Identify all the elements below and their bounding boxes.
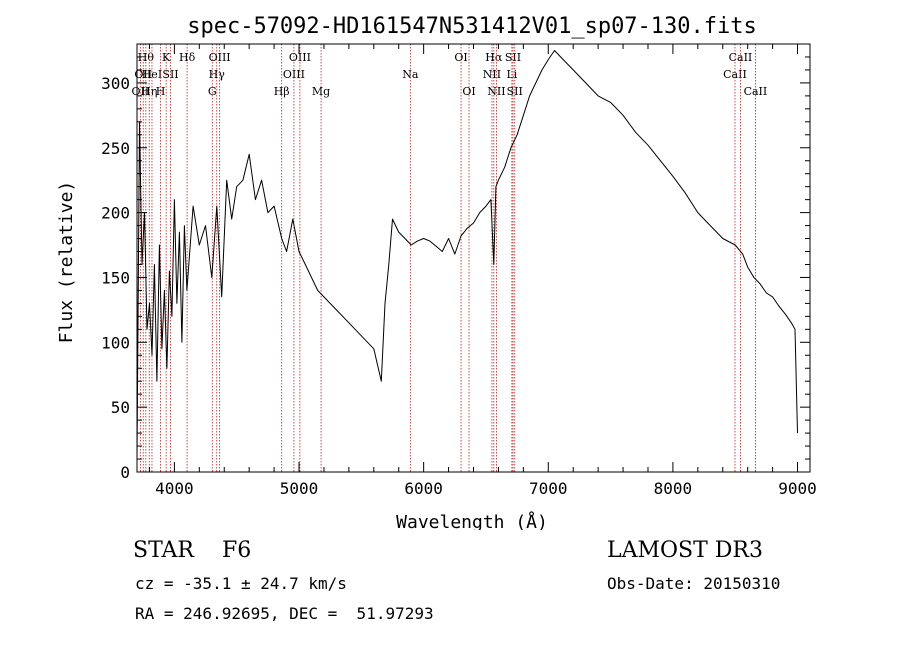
- x-axis-label: Wavelength (Å): [396, 511, 548, 530]
- line-marker-layer: OIIOIIHθHηHeIHKSIIHδGHγOIIIHβOIIIOIIIMgN…: [132, 44, 768, 472]
- object-class: STAR F6: [133, 538, 252, 563]
- line-marker-label: CaII: [744, 85, 768, 98]
- line-marker-label: OIII: [209, 51, 231, 64]
- y-tick-label: 0: [120, 463, 130, 482]
- line-marker-label: Hδ: [179, 51, 196, 64]
- line-marker-label: Hη: [141, 85, 157, 98]
- plot-frame: [136, 43, 811, 473]
- redshift-velocity: cz = -35.1 ± 24.7 km/s: [135, 574, 347, 593]
- line-marker-label: OII: [134, 68, 152, 81]
- x-tick-label: 9000: [778, 479, 817, 498]
- axes: 4000 5000 6000 7000 8000 9000 0 50 100 150 200 250 3…: [101, 44, 817, 498]
- x-tick-label: 8000: [654, 479, 693, 498]
- line-marker-label: Na: [402, 68, 419, 81]
- series-line-spectrum: [136, 50, 798, 460]
- x-tick-label: 4000: [155, 479, 194, 498]
- series-layer: [136, 50, 798, 460]
- line-marker-label: OIII: [283, 68, 305, 81]
- y-tick-label: 200: [101, 204, 130, 223]
- line-marker-label: G: [208, 85, 217, 98]
- line-marker-label: SII: [505, 51, 521, 64]
- line-marker-label: OII: [132, 85, 150, 98]
- line-marker-label: NII: [483, 68, 501, 81]
- line-marker-label: OI: [454, 51, 467, 64]
- x-tick-label: 6000: [404, 479, 443, 498]
- line-marker-label: K: [162, 51, 171, 64]
- y-tick-label: 150: [101, 268, 130, 287]
- chart-title: spec-57092-HD161547N531412V01_sp07-130.f…: [187, 14, 757, 39]
- line-marker-label: CaII: [729, 51, 753, 64]
- line-marker-label: Hγ: [209, 68, 226, 81]
- y-axis-label: Flux (relative): [56, 181, 77, 344]
- line-marker-label: Hα: [485, 51, 503, 64]
- line-marker-label: CaII: [723, 68, 747, 81]
- y-tick-label: 300: [101, 74, 130, 93]
- line-marker-label: H: [156, 85, 166, 98]
- line-marker-label: SII: [507, 85, 523, 98]
- line-marker-label: SII: [162, 68, 178, 81]
- y-tick-label: 250: [101, 139, 130, 158]
- line-marker-label: Mg: [312, 85, 330, 98]
- line-marker-label: OIII: [289, 51, 311, 64]
- observation-date: Obs-Date: 20150310: [607, 574, 781, 593]
- y-tick-label: 100: [101, 333, 130, 352]
- line-marker-label: NII: [487, 85, 505, 98]
- x-tick-label: 7000: [529, 479, 568, 498]
- coordinates: RA = 246.92695, DEC = 51.97293: [135, 604, 434, 623]
- line-marker-label: OI: [462, 85, 475, 98]
- y-tick-label: 50: [111, 398, 130, 417]
- line-marker-label: Li: [506, 68, 517, 81]
- line-marker-label: Hθ: [138, 51, 155, 64]
- x-tick-label: 5000: [280, 479, 319, 498]
- line-marker-label: HeI: [142, 68, 162, 81]
- survey-release: LAMOST DR3: [607, 538, 763, 563]
- line-marker-label: Hβ: [274, 85, 290, 98]
- spectrum-chart: spec-57092-HD161547N531412V01_sp07-130.f…: [56, 14, 817, 530]
